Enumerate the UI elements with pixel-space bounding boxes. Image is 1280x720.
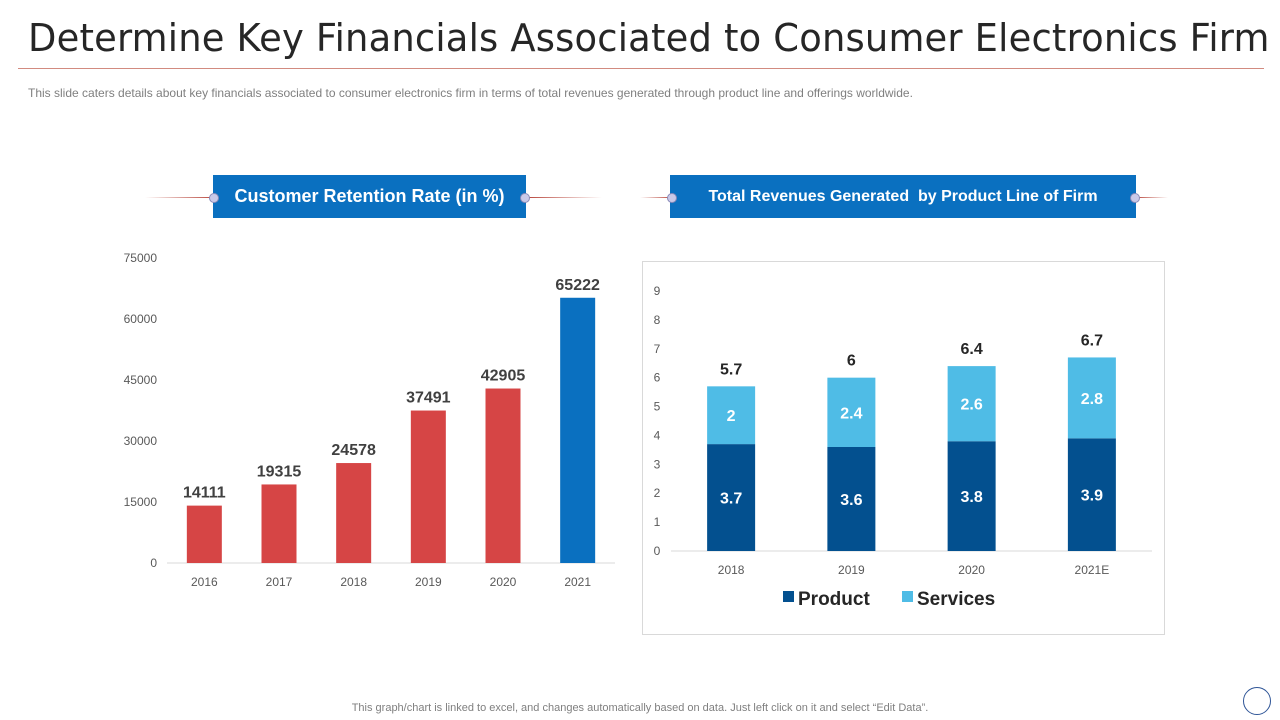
x-tick-label: 2016 [191,575,218,589]
banner-dot-right [1130,193,1140,203]
services-bar-segment [1067,357,1116,439]
legend-swatch [902,591,913,602]
segment-label: 2 [727,408,736,425]
bar [261,484,297,563]
y-tick-label: 8 [654,313,661,327]
segment-label: 3.7 [720,491,742,508]
y-tick-label: 15000 [124,495,158,509]
total-label: 6.7 [1081,332,1103,349]
bar [485,388,521,563]
services-bar-segment [947,366,996,442]
right-chart-frame [642,261,1165,635]
y-tick-label: 2 [654,486,661,500]
banner-dot-right [520,193,530,203]
y-tick-label: 0 [150,556,157,570]
left-chart-banner: Customer Retention Rate (in %) [145,175,605,219]
x-tick-label: 2019 [838,563,865,577]
footer-note: This graph/chart is linked to excel, and… [351,702,929,714]
x-tick-label: 2020 [490,575,517,589]
services-bar-segment [827,377,876,447]
total-label: 5.7 [720,361,742,378]
left-chart-title: Customer Retention Rate (in %) [213,175,526,218]
right-chart-title: Total Revenues Generated by Product Line… [670,175,1136,218]
x-tick-label: 2018 [718,563,745,577]
x-tick-label: 2018 [340,575,367,589]
page-subtitle: This slide caters details about key fina… [28,86,913,100]
data-label: 37491 [406,390,451,407]
y-tick-label: 7 [654,342,661,356]
data-label: 14111 [183,485,226,502]
data-label: 42905 [481,368,526,385]
y-tick-label: 45000 [124,373,158,387]
segment-label: 2.6 [961,397,983,414]
y-tick-label: 75000 [124,251,158,265]
legend-label: Product [798,589,870,610]
data-label: 65222 [555,277,600,294]
banner-line-right [527,197,602,198]
product-bar-segment [947,441,996,551]
bar [410,410,446,563]
legend-swatch [783,591,794,602]
segment-label: 2.4 [840,405,862,422]
x-tick-label: 2020 [958,563,985,577]
product-bar-segment [707,444,756,551]
banner-line-left [640,197,672,198]
y-tick-label: 6 [654,371,661,385]
circle-icon [1243,687,1271,715]
right-chart-banner: Total Revenues Generated by Product Line… [640,175,1170,219]
x-tick-label: 2017 [266,575,293,589]
y-tick-label: 60000 [124,312,158,326]
services-bar-segment [707,386,756,445]
y-tick-label: 4 [654,428,661,442]
banner-dot-left [209,193,219,203]
y-tick-label: 30000 [124,434,158,448]
y-tick-label: 0 [654,544,661,558]
total-label: 6.4 [961,341,983,358]
banner-line-right [1136,197,1168,198]
y-tick-label: 3 [654,457,661,471]
title-divider [18,68,1264,69]
total-label: 6 [847,353,856,370]
y-tick-label: 9 [654,284,661,298]
bar [336,463,372,563]
banner-line-left [145,197,215,198]
segment-label: 3.9 [1081,488,1103,505]
segment-label: 2.8 [1081,391,1103,408]
legend-label: Services [917,589,995,610]
x-tick-label: 2019 [415,575,442,589]
segment-label: 3.6 [840,492,862,509]
banner-dot-left [667,193,677,203]
x-tick-label: 2021 [564,575,591,589]
bar [560,297,596,563]
y-tick-label: 5 [654,400,661,414]
x-tick-label: 2021E [1075,563,1110,577]
product-bar-segment [827,447,876,551]
data-label: 24578 [331,442,376,459]
segment-label: 3.8 [961,489,983,506]
product-bar-segment [1067,438,1116,551]
bar [186,505,222,563]
data-label: 19315 [257,463,302,480]
page-title: Determine Key Financials Associated to C… [28,16,1270,60]
y-tick-label: 1 [654,515,661,529]
